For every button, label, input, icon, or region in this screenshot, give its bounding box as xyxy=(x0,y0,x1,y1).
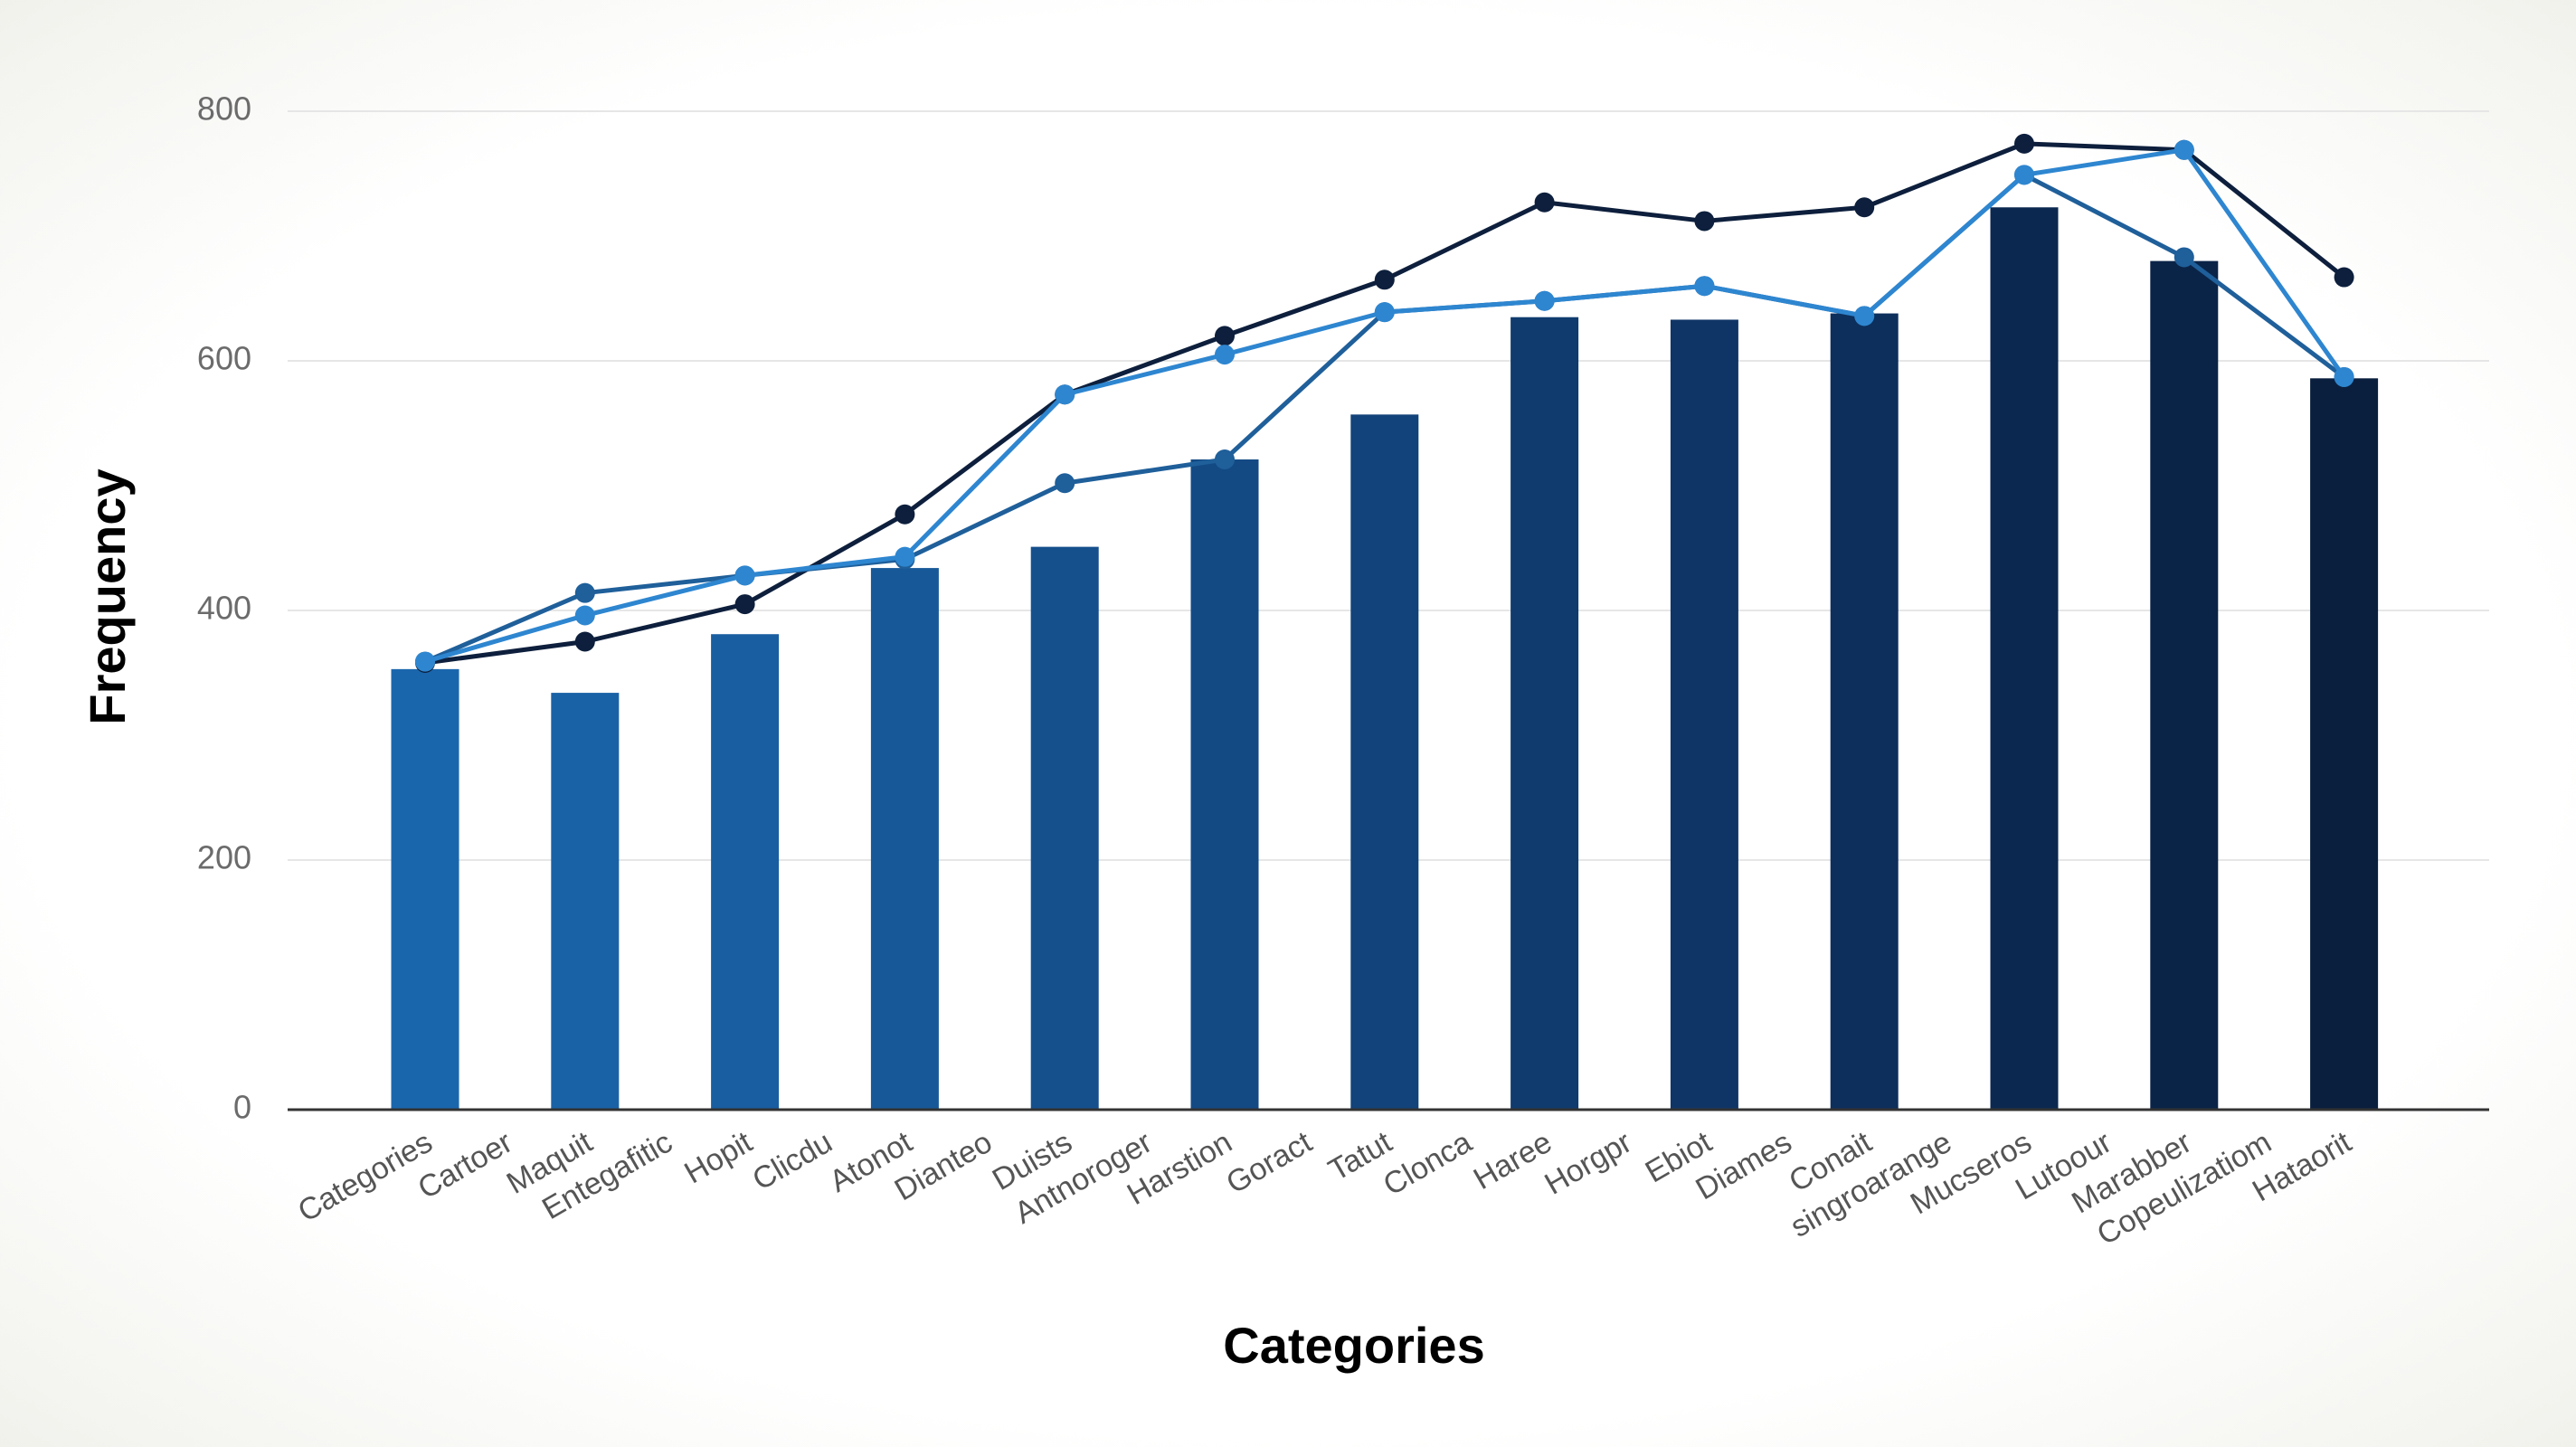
x-tick-label: Clonca xyxy=(1378,1125,1478,1203)
y-tick-label: 400 xyxy=(197,590,251,627)
bar xyxy=(551,693,620,1110)
line-point xyxy=(2014,133,2034,154)
line-point xyxy=(574,605,595,626)
y-tick-label: 600 xyxy=(197,340,251,377)
bar xyxy=(2310,378,2379,1110)
line-point xyxy=(574,631,595,652)
bar xyxy=(1511,317,1579,1110)
line-point xyxy=(895,546,915,567)
bar xyxy=(391,668,459,1110)
bar xyxy=(1030,546,1099,1110)
y-axis-title: Frequency xyxy=(79,468,136,724)
line-point xyxy=(1215,345,1235,365)
line-point xyxy=(2014,165,2034,185)
line-point xyxy=(1694,276,1715,297)
x-tick-label: Cartoer xyxy=(412,1125,518,1206)
line-point xyxy=(1854,197,1875,218)
y-tick-label: 0 xyxy=(233,1089,251,1126)
line-point xyxy=(415,651,435,672)
line-point xyxy=(2334,267,2354,288)
line-point xyxy=(1534,192,1555,213)
bar xyxy=(1190,459,1259,1110)
bar xyxy=(1350,414,1419,1111)
bar xyxy=(1830,313,1899,1110)
line-point xyxy=(2334,366,2354,387)
line-point xyxy=(1694,211,1715,232)
line-point xyxy=(1215,449,1235,470)
bar xyxy=(2150,260,2219,1111)
line-point xyxy=(1215,326,1235,346)
bar xyxy=(711,634,780,1110)
line-point xyxy=(574,582,595,603)
x-tick-label: Horgpr xyxy=(1539,1125,1637,1202)
line-point xyxy=(1055,473,1075,494)
bar xyxy=(1990,207,2059,1110)
x-tick-label: Goract xyxy=(1221,1125,1319,1201)
x-tick-label: Clicdu xyxy=(747,1125,838,1197)
line-point xyxy=(734,594,755,615)
line-point xyxy=(1374,270,1395,290)
y-tick-label: 800 xyxy=(197,90,251,128)
line-point xyxy=(895,504,915,525)
x-axis-title: Categories xyxy=(1223,1317,1484,1374)
line-point xyxy=(1374,302,1395,323)
line-point xyxy=(1055,384,1075,405)
x-tick-label: Haree xyxy=(1468,1125,1558,1196)
bar xyxy=(870,568,939,1110)
line-point xyxy=(2174,247,2194,268)
line-point xyxy=(1854,306,1875,326)
y-tick-label: 200 xyxy=(197,839,251,876)
line-point xyxy=(1534,290,1555,311)
x-tick-label: Hopit xyxy=(678,1125,758,1191)
line-point xyxy=(2174,139,2194,160)
bar xyxy=(1670,319,1738,1111)
line-point xyxy=(734,565,755,586)
